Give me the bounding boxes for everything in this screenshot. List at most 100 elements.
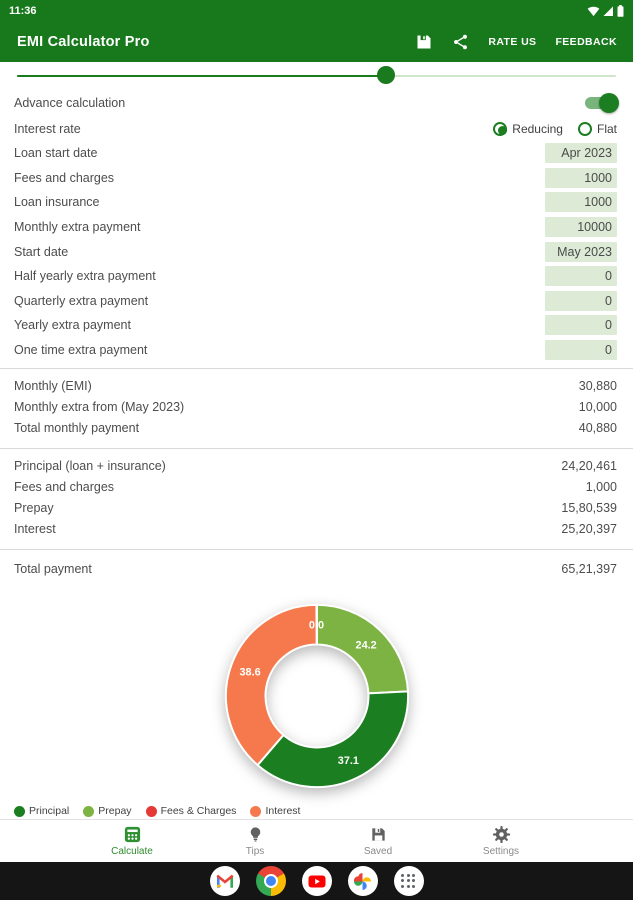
result-value: 24,20,461: [561, 458, 617, 473]
half-yearly-extra-payment-row: Half yearly extra payment 0: [0, 264, 633, 289]
interest-rate-label: Interest rate: [14, 121, 81, 136]
field-label: Half yearly extra payment: [14, 269, 156, 284]
legend-item-principal: Principal: [14, 805, 69, 817]
status-icons: [587, 5, 624, 17]
slider-fill: [17, 74, 386, 77]
battery-icon: [617, 5, 624, 17]
radio-reducing-circle: [493, 121, 508, 136]
gmail-app-icon[interactable]: [209, 866, 240, 896]
result-value: 25,20,397: [561, 521, 617, 536]
fees-and-charges-input[interactable]: 1000: [545, 167, 617, 188]
advance-calculation-toggle[interactable]: [583, 93, 619, 113]
one-time-extra-payment-row: One time extra payment 0: [0, 338, 633, 363]
wifi-icon: [587, 5, 600, 17]
app-title: EMI Calculator Pro: [17, 34, 150, 50]
legend-item-prepay: Prepay: [83, 805, 132, 817]
result-value: 30,880: [578, 378, 617, 393]
lightbulb-icon: [246, 825, 265, 844]
legend-dot: [14, 805, 25, 817]
photos-app-icon[interactable]: [347, 866, 378, 896]
result-value: 15,80,539: [561, 500, 617, 515]
legend-dot: [145, 805, 157, 817]
divider: [0, 549, 633, 551]
status-time: 11:36: [9, 5, 37, 17]
payment-breakdown-chart: 24.2 37.1 38.6 0.0: [0, 597, 633, 795]
interest-rate-options: Reducing Flat: [493, 121, 617, 136]
youtube-app-icon[interactable]: [301, 866, 332, 896]
result-label: Total payment: [14, 561, 92, 576]
bottom-nav: Calculate Tips Saved Settings: [0, 819, 633, 862]
nav-settings[interactable]: Settings: [440, 820, 563, 862]
android-dock: [0, 862, 633, 900]
donut-slice-principal: [255, 690, 409, 789]
donut-slice-interest: [224, 604, 318, 767]
monthly-emi-row: Monthly (EMI) 30,880: [0, 375, 633, 396]
result-label: Principal (loan + insurance): [14, 458, 166, 473]
donut-slice-label: 0.0: [308, 620, 323, 632]
nav-saved[interactable]: Saved: [317, 820, 440, 862]
monthly-extra-payment-input[interactable]: 10000: [545, 217, 617, 238]
donut-slice-label: 24.2: [355, 640, 376, 652]
yearly-extra-payment-row: Yearly extra payment 0: [0, 313, 633, 338]
nav-tips[interactable]: Tips: [194, 820, 317, 862]
one-time-extra-payment-input[interactable]: 0: [545, 340, 617, 361]
field-label: Monthly extra payment: [14, 220, 141, 235]
divider: [0, 448, 633, 450]
result-label: Interest: [14, 521, 56, 536]
chrome-app-icon[interactable]: [255, 866, 286, 896]
advance-calculation-row: Advance calculation: [0, 90, 633, 116]
radio-flat[interactable]: Flat: [577, 121, 617, 136]
total-payment-section: Total payment 65,21,397: [0, 550, 633, 585]
principal-row: Principal (loan + insurance) 24,20,461: [0, 455, 633, 476]
save-icon[interactable]: [415, 33, 433, 51]
loan-amount-slider[interactable]: [0, 62, 633, 90]
result-label: Monthly extra from (May 2023): [14, 399, 185, 414]
legend-dot: [83, 805, 95, 817]
total-monthly-payment-row: Total monthly payment 40,880: [0, 417, 633, 438]
monthly-results-section: Monthly (EMI) 30,880 Monthly extra from …: [0, 369, 633, 442]
field-label: Quarterly extra payment: [14, 293, 149, 308]
fees-and-charges-row: Fees and charges 1000: [0, 166, 633, 191]
result-value: 65,21,397: [561, 561, 617, 576]
gear-icon: [492, 825, 511, 844]
total-payment-row: Total payment 65,21,397: [0, 558, 633, 579]
app-bar-actions: RATE US FEEDBACK: [415, 33, 617, 51]
result-label: Fees and charges: [14, 479, 115, 494]
half-yearly-extra-payment-input[interactable]: 0: [545, 266, 617, 287]
field-label: Loan start date: [14, 146, 98, 161]
app-bar: EMI Calculator Pro RATE US FEEDBACK: [0, 22, 633, 62]
loan-start-date-row: Loan start date Apr 2023: [0, 141, 633, 166]
slider-track[interactable]: [17, 74, 616, 77]
slider-thumb[interactable]: [376, 66, 395, 84]
breakdown-section: Principal (loan + insurance) 24,20,461 F…: [0, 449, 633, 543]
share-icon[interactable]: [452, 33, 469, 51]
quarterly-extra-payment-row: Quarterly extra payment 0: [0, 289, 633, 314]
loan-start-date-input[interactable]: Apr 2023: [545, 143, 617, 164]
donut-slice-label: 37.1: [337, 755, 358, 767]
loan-insurance-row: Loan insurance 1000: [0, 190, 633, 215]
nav-calculate[interactable]: Calculate: [71, 820, 194, 862]
result-value: 1,000: [585, 479, 617, 494]
rate-us-button[interactable]: RATE US: [488, 36, 537, 48]
result-label: Prepay: [14, 500, 54, 515]
chart-legend: Principal Prepay Fees & Charges Interest: [14, 805, 633, 817]
feedback-button[interactable]: FEEDBACK: [555, 36, 617, 48]
radio-flat-circle: [577, 121, 592, 136]
status-bar: 11:36: [0, 0, 633, 22]
result-label: Monthly (EMI): [14, 378, 92, 393]
start-date-input[interactable]: May 2023: [545, 241, 617, 262]
radio-reducing[interactable]: Reducing: [493, 121, 563, 136]
field-label: Start date: [14, 244, 69, 259]
save-file-icon: [369, 825, 388, 844]
monthly-extra-payment-row: Monthly extra payment 10000: [0, 215, 633, 240]
donut-slice-label: 38.6: [239, 667, 260, 679]
cell-signal-icon: [603, 5, 614, 17]
loan-insurance-input[interactable]: 1000: [545, 192, 617, 213]
field-label: Yearly extra payment: [14, 318, 131, 333]
field-label: One time extra payment: [14, 343, 148, 358]
quarterly-extra-payment-input[interactable]: 0: [545, 290, 617, 311]
interest-rate-row: Interest rate Reducing Flat: [0, 116, 633, 141]
all-apps-icon[interactable]: [393, 866, 424, 896]
yearly-extra-payment-input[interactable]: 0: [545, 315, 617, 336]
